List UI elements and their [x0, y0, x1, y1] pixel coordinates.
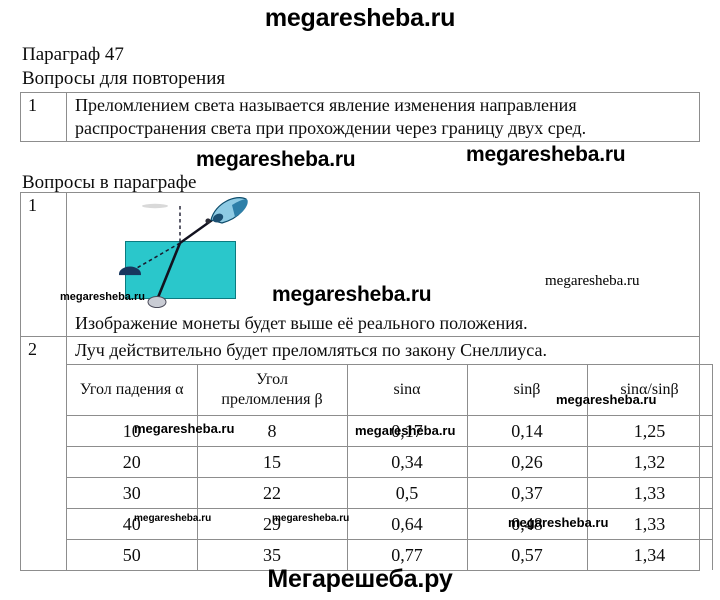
table-row: 10 8 0,17 0,14 1,25	[67, 415, 713, 447]
cell-beta: 8	[197, 415, 348, 447]
watermark-overlay: megaresheba.ru	[466, 143, 626, 166]
question-2-answer-text: Луч действительно будет преломляться по …	[75, 340, 547, 360]
site-brand-bottom: Мегарешеба.ру	[267, 565, 453, 593]
cell-beta: 29	[197, 508, 348, 540]
page-artifact-smudge	[142, 203, 168, 209]
water-surface-box	[125, 241, 236, 299]
watermark-overlay: megaresheba.ru	[272, 283, 432, 306]
cell-sin-alpha: 0,17	[347, 415, 468, 447]
column-header-beta: Угол преломления β	[197, 364, 348, 416]
cell-sin-alpha: 0,77	[347, 539, 468, 570]
cell-ratio: 1,33	[587, 477, 713, 509]
site-brand-top: megaresheba.ru	[264, 4, 456, 32]
question-1-content: Изображение монеты будет выше её реально…	[66, 192, 700, 337]
cell-sin-beta: 0,26	[467, 446, 588, 478]
column-header-ratio: sinα/sinβ	[587, 364, 713, 416]
refraction-rays-svg	[119, 203, 216, 308]
watermark-overlay: megaresheba.ru	[134, 513, 212, 524]
column-header-beta-line1: Угол	[256, 371, 288, 388]
cell-sin-beta: 0,48	[467, 508, 588, 540]
cell-sin-beta: 0,57	[467, 539, 588, 570]
real-coin	[147, 296, 167, 308]
paragraph-heading: Параграф 47	[22, 44, 124, 65]
apparent-ray-dashed	[129, 242, 181, 273]
cell-beta: 15	[197, 446, 348, 478]
cell-sin-beta: 0,37	[467, 477, 588, 509]
refracted-ray-in-water	[155, 242, 182, 301]
watermark-overlay: megaresheba.ru	[556, 392, 657, 407]
data-table-header: Угол падения α Угол преломления β sinα s…	[67, 364, 713, 416]
apparent-coin-image	[119, 266, 141, 274]
watermark-overlay: megaresheba.ru	[272, 513, 350, 524]
question-2-content: Луч действительно будет преломляться по …	[66, 336, 713, 571]
cell-sin-alpha: 0,34	[347, 446, 468, 478]
watermark-overlay: megaresheba.ru	[196, 148, 356, 171]
data-table-header-row: Угол падения α Угол преломления β sinα s…	[67, 364, 713, 416]
table-row-question-2: 2 Луч действительно будет преломляться п…	[20, 336, 713, 571]
cell-alpha: 30	[67, 477, 198, 509]
eye-lash-dot	[205, 218, 211, 224]
cell-sin-beta: 0,14	[467, 415, 588, 447]
table-row: 40 29 0,64 0,48 1,33	[67, 508, 713, 540]
table-row: 50 35 0,77 0,57 1,34	[67, 539, 713, 570]
cell-beta: 35	[197, 539, 348, 570]
row-index: 1	[20, 192, 67, 337]
table-row: 1 Преломлением света называется явление …	[20, 92, 700, 142]
eye-iris	[232, 199, 248, 217]
watermark-overlay: megaresheba.ru	[134, 421, 235, 436]
cell-sin-alpha: 0,5	[347, 477, 468, 509]
repetition-answers-table: 1 Преломлением света называется явление …	[20, 92, 700, 142]
row-index: 1	[20, 92, 67, 142]
watermark-overlay: megaresheba.ru	[60, 291, 145, 303]
snell-law-data-table: Угол падения α Угол преломления β sinα s…	[67, 364, 713, 570]
data-table-body: 10 8 0,17 0,14 1,25 20 15 0,34 0,26 1,32	[67, 415, 713, 570]
cell-ratio: 1,32	[587, 446, 713, 478]
question-1-answer-text: Изображение монеты будет выше её реально…	[75, 313, 528, 333]
watermark-overlay: megaresheba.ru	[545, 273, 640, 289]
in-paragraph-answers-table: 1	[20, 192, 713, 571]
table-row-question-1: 1	[20, 192, 700, 337]
cell-beta: 22	[197, 477, 348, 509]
cell-alpha: 50	[67, 539, 198, 570]
row-index: 2	[20, 336, 67, 571]
watermark-overlay: megaresheba.ru	[355, 423, 456, 438]
column-header-sin-beta: sinβ	[467, 364, 588, 416]
cell-ratio: 1,34	[587, 539, 713, 570]
row-answer-text: Преломлением света называется явление из…	[66, 92, 700, 142]
column-header-beta-line2: преломления β	[221, 391, 323, 408]
cell-alpha: 40	[67, 508, 198, 540]
apparent-coin-base	[119, 273, 141, 276]
cell-alpha: 10	[67, 415, 198, 447]
eye-icon	[205, 197, 248, 224]
column-header-sin-alpha: sinα	[347, 364, 468, 416]
cell-sin-alpha: 0,64	[347, 508, 468, 540]
questions-in-paragraph-heading: Вопросы в параграфе	[22, 172, 197, 193]
watermark-overlay: megaresheba.ru	[508, 515, 609, 530]
eye-pupil	[212, 213, 224, 223]
cell-alpha: 20	[67, 446, 198, 478]
refraction-coin-diagram	[97, 196, 297, 311]
column-header-alpha: Угол падения α	[67, 364, 198, 416]
cell-ratio: 1,25	[587, 415, 713, 447]
questions-for-repetition-heading: Вопросы для повторения	[22, 68, 226, 89]
table-row: 30 22 0,5 0,37 1,33	[67, 477, 713, 509]
table-row: 20 15 0,34 0,26 1,32	[67, 446, 713, 478]
cell-ratio: 1,33	[587, 508, 713, 540]
